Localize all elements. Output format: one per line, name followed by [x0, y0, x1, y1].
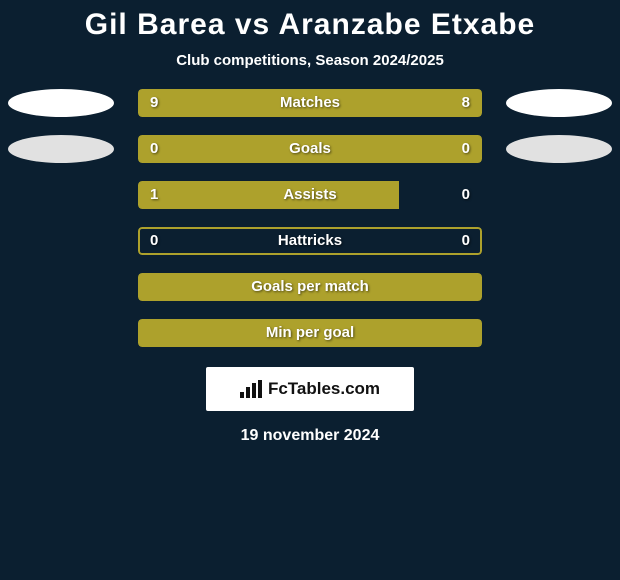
team-oval-right	[506, 89, 612, 117]
subtitle: Club competitions, Season 2024/2025	[0, 52, 620, 69]
stat-row: Matches9 8	[0, 87, 620, 133]
stat-label: Min per goal	[138, 319, 482, 347]
player-1-name: Gil Barea	[85, 8, 226, 41]
stat-value-right: 0	[462, 181, 470, 209]
comparison-infographic: Gil Barea vs Aranzabe Etxabe Club compet…	[0, 0, 620, 580]
stat-label: Assists	[138, 181, 482, 209]
title-vs: vs	[235, 8, 270, 41]
stat-row: Min per goal	[0, 317, 620, 363]
stat-label: Goals	[138, 135, 482, 163]
stat-value-right: 0	[462, 135, 470, 163]
stat-label: Goals per match	[138, 273, 482, 301]
stat-value-left: 1	[150, 181, 158, 209]
player-2-name: Aranzabe Etxabe	[278, 8, 535, 41]
watermark-text: FcTables.com	[268, 379, 380, 399]
stat-label: Hattricks	[138, 227, 482, 255]
watermark-badge: FcTables.com	[206, 367, 414, 411]
stat-label: Matches	[138, 89, 482, 117]
team-oval-left	[8, 89, 114, 117]
stat-value-right: 0	[462, 227, 470, 255]
stat-row: Assists1 0	[0, 179, 620, 225]
date-text: 19 november 2024	[0, 427, 620, 445]
stat-value-left: 0	[150, 227, 158, 255]
team-oval-left	[8, 135, 114, 163]
team-oval-right	[506, 135, 612, 163]
stat-row: Hattricks0 0	[0, 225, 620, 271]
page-title: Gil Barea vs Aranzabe Etxabe	[0, 0, 620, 42]
rows: Matches98Goals00Assists10Hattricks00Goal…	[0, 87, 620, 363]
stat-value-right: 8	[462, 89, 470, 117]
stat-value-left: 0	[150, 135, 158, 163]
stat-value-left: 9	[150, 89, 158, 117]
stat-row: Goals0 0	[0, 133, 620, 179]
fctables-icon	[240, 380, 262, 398]
stat-row: Goals per match	[0, 271, 620, 317]
